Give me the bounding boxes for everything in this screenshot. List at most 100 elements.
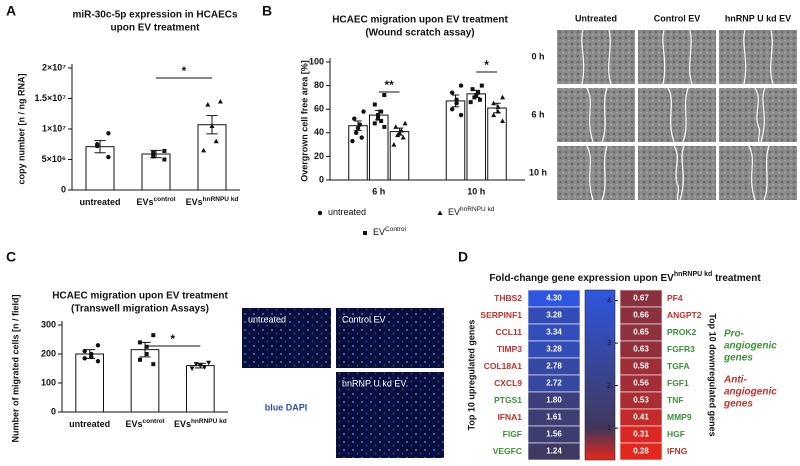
point [162,148,167,153]
gene-label: TNF [667,395,684,405]
error-bar [94,140,106,154]
point [355,125,361,131]
cell-value-label: 1.80 [546,396,562,405]
point [379,119,384,123]
point [375,116,380,121]
gene-label: TIMP3 [497,344,522,354]
point [382,124,387,129]
point [458,83,464,88]
image [557,146,635,200]
point [375,113,380,118]
y-tick-label: 200 [41,348,56,358]
cell-value-label: 1.56 [546,430,562,439]
colorbar-tick-label: 2 [607,382,611,389]
point [449,90,455,95]
point [95,343,101,348]
chart-title: Fold-change gene expression upon EVhnRNP… [489,271,761,283]
y-axis-label: Overgrown cell free area [%] [299,60,309,182]
cell-value-label: 0.53 [633,396,649,405]
point [382,93,387,98]
bar [85,146,115,191]
gene-label: SERPINF1 [480,310,522,320]
cell-value-label: 0.63 [633,345,649,354]
point [106,154,111,160]
panel-letter: B [262,3,272,19]
cell-value-label: 0.31 [633,430,649,439]
gene-label: MMP9 [667,412,692,422]
cell-value-label: 3.34 [546,328,562,337]
x-tick-label: 10 h [467,186,485,196]
gene-label: PTGS1 [494,395,522,405]
chart-title: miR-30c-5p expression in HCAECs [72,10,237,21]
x-tick-label: EVscontrol [125,418,164,429]
x-tick-label-sup: hnRNPU kd [203,196,239,203]
image [242,308,331,368]
chart-title: HCAEC migration upon EV treatment [332,15,508,26]
x-tick-label-main: EVs [136,197,153,207]
point [359,135,364,140]
gene-label: IFNG [667,446,688,456]
gene-label: VEGFC [493,446,522,456]
y-tick-label: 80 [314,80,324,90]
point [472,95,477,100]
legend-label: EVhnRNPU kd [448,206,495,217]
point [138,357,143,362]
legend-label: genes [723,353,753,364]
point [201,365,207,370]
image-row-label: 10 h [529,167,547,177]
x-tick-label-sup: control [153,196,175,203]
cell-value-label: 0.41 [633,413,649,422]
bar [389,131,410,181]
point [197,363,203,369]
point [454,101,459,106]
heatmap-cell [527,442,581,461]
image [557,30,635,84]
legend-label-sup: hnRNPU kd [460,206,495,213]
point [402,120,408,126]
image-label: untreated [248,314,286,324]
panel-letter: A [6,3,16,19]
point [151,362,156,367]
image-label: hnRNP U kd EV [342,378,406,388]
scratch-images: Untreated Control EV hnRNP U kd EV 0 h 6… [529,13,797,201]
point [89,354,94,360]
y-tick-label: 0 [51,406,56,416]
bar [487,107,507,181]
point [491,100,497,106]
y-axis-label: copy number [n / ng RNA] [16,74,26,185]
x-tick-label-main: EVs [174,419,191,429]
point [491,112,497,118]
point [205,102,211,107]
x-tick-label: 6 h [372,186,385,196]
legend-label: EVControl [373,226,407,237]
gene-label: ANGPT2 [667,310,702,320]
chart-title-sup: hnRNPU kd [674,271,713,278]
point [193,362,199,367]
cell-value-label: 0.28 [633,447,649,456]
point [82,356,87,361]
point [495,104,501,109]
gene-label: FGF1 [667,378,689,388]
x-tick-label: EVshnRNPU kd [186,196,239,207]
colorbar-tick-label: 1 [607,425,611,432]
image-label: Control EV [342,314,386,324]
gene-label: COL18A1 [484,361,523,371]
point [468,100,473,105]
point [82,348,87,354]
point [144,344,149,349]
legend-label: Pro- [724,329,745,340]
gene-label: CXCL9 [494,378,522,388]
bar [186,365,215,413]
image [638,30,716,84]
y-tick-label: 5×10⁶ [42,154,66,164]
cell-value-label: 2.78 [546,362,562,371]
x-tick-label: EVshnRNPU kd [174,418,227,429]
bar [466,93,487,181]
point [396,130,402,135]
panel-letter: C [6,249,16,265]
colorbar-tick-label: 3 [607,340,611,347]
image [336,308,444,368]
cell-value-label: 2.72 [546,379,562,388]
stain-label: blue DAPI [265,402,308,412]
point [400,134,406,140]
